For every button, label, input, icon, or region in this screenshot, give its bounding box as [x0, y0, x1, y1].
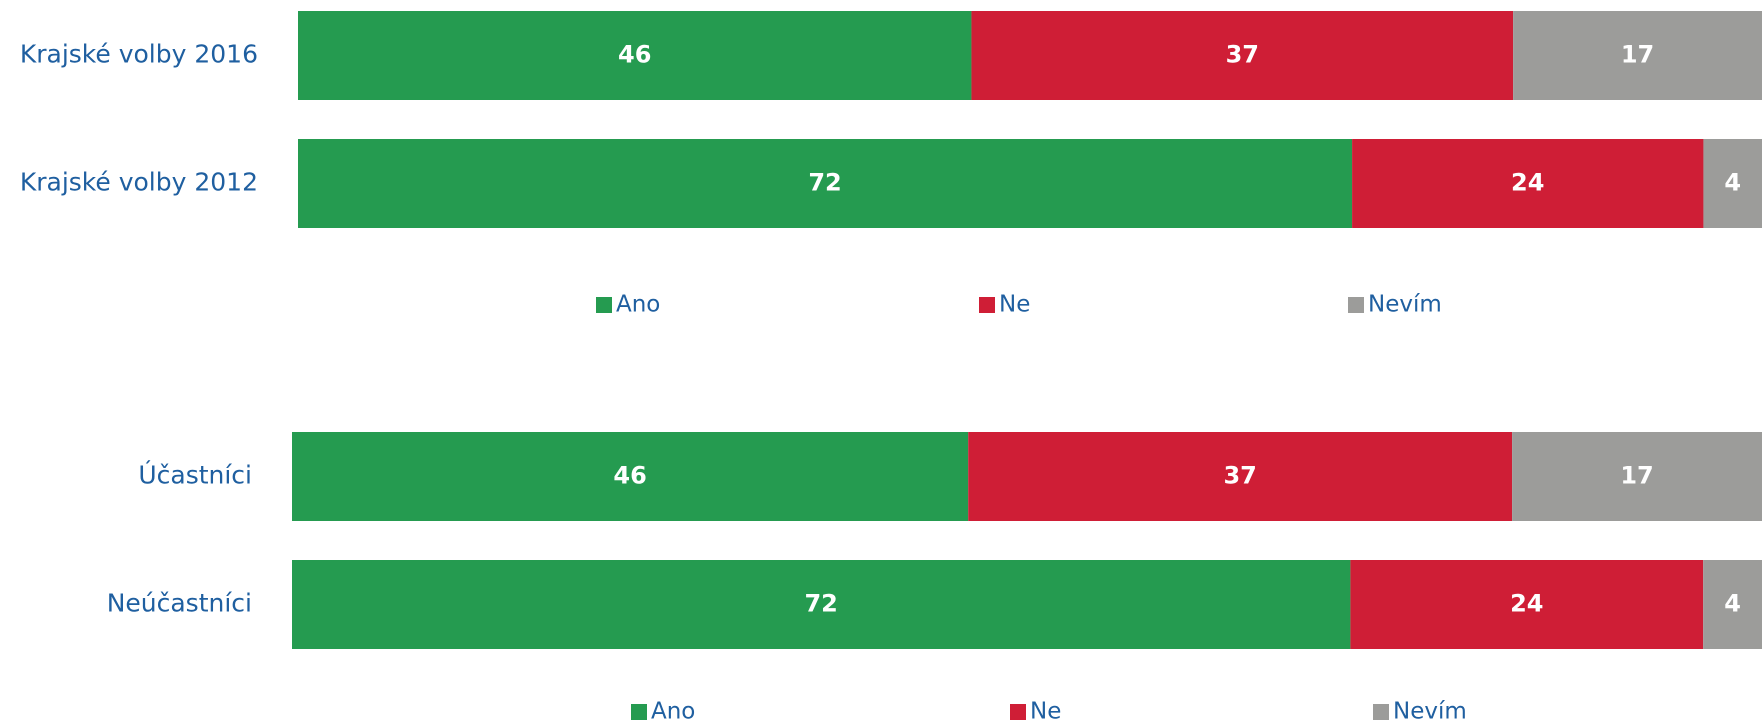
- legend-label: Ne: [999, 292, 1030, 318]
- legend-swatch: [1373, 704, 1389, 720]
- legend-label: Ne: [1030, 699, 1061, 723]
- data-label: 17: [1620, 462, 1653, 490]
- data-label: 24: [1511, 169, 1544, 197]
- data-label: 17: [1621, 41, 1654, 69]
- bar-segment: [1513, 11, 1762, 100]
- legend-swatch: [1348, 297, 1364, 313]
- bar-segment: [971, 11, 1514, 100]
- data-label: 46: [618, 41, 651, 69]
- bar-segment: [298, 11, 972, 100]
- legend-label: Nevím: [1368, 292, 1442, 318]
- data-label: 37: [1223, 462, 1256, 490]
- legend-swatch: [1010, 704, 1026, 720]
- legend-swatch: [596, 297, 612, 313]
- data-label: 46: [613, 462, 646, 490]
- bar-segment: [1703, 560, 1762, 649]
- bar-segment: [1512, 432, 1762, 521]
- bar-segment: [1352, 139, 1704, 228]
- data-label: 72: [804, 590, 837, 618]
- data-label: 37: [1226, 41, 1259, 69]
- category-label: Účastníci: [138, 460, 252, 490]
- legend-label: Ano: [651, 699, 695, 723]
- bar-segment: [1703, 139, 1762, 228]
- category-label: Neúčastníci: [107, 589, 252, 618]
- bar-segment: [298, 139, 1353, 228]
- bar-segment: [1350, 560, 1704, 649]
- category-label: Krajské volby 2012: [20, 168, 258, 197]
- bar-segment: [292, 560, 1351, 649]
- data-label: 4: [1724, 590, 1741, 618]
- legend-label: Nevím: [1393, 699, 1467, 723]
- data-label: 4: [1724, 169, 1741, 197]
- bar-segment: [968, 432, 1513, 521]
- bar-segment: [292, 432, 969, 521]
- data-label: 72: [808, 169, 841, 197]
- category-label: Krajské volby 2016: [20, 40, 258, 69]
- legend-swatch: [979, 297, 995, 313]
- data-label: 24: [1510, 590, 1543, 618]
- legend-label: Ano: [616, 292, 660, 318]
- legend-swatch: [631, 704, 647, 720]
